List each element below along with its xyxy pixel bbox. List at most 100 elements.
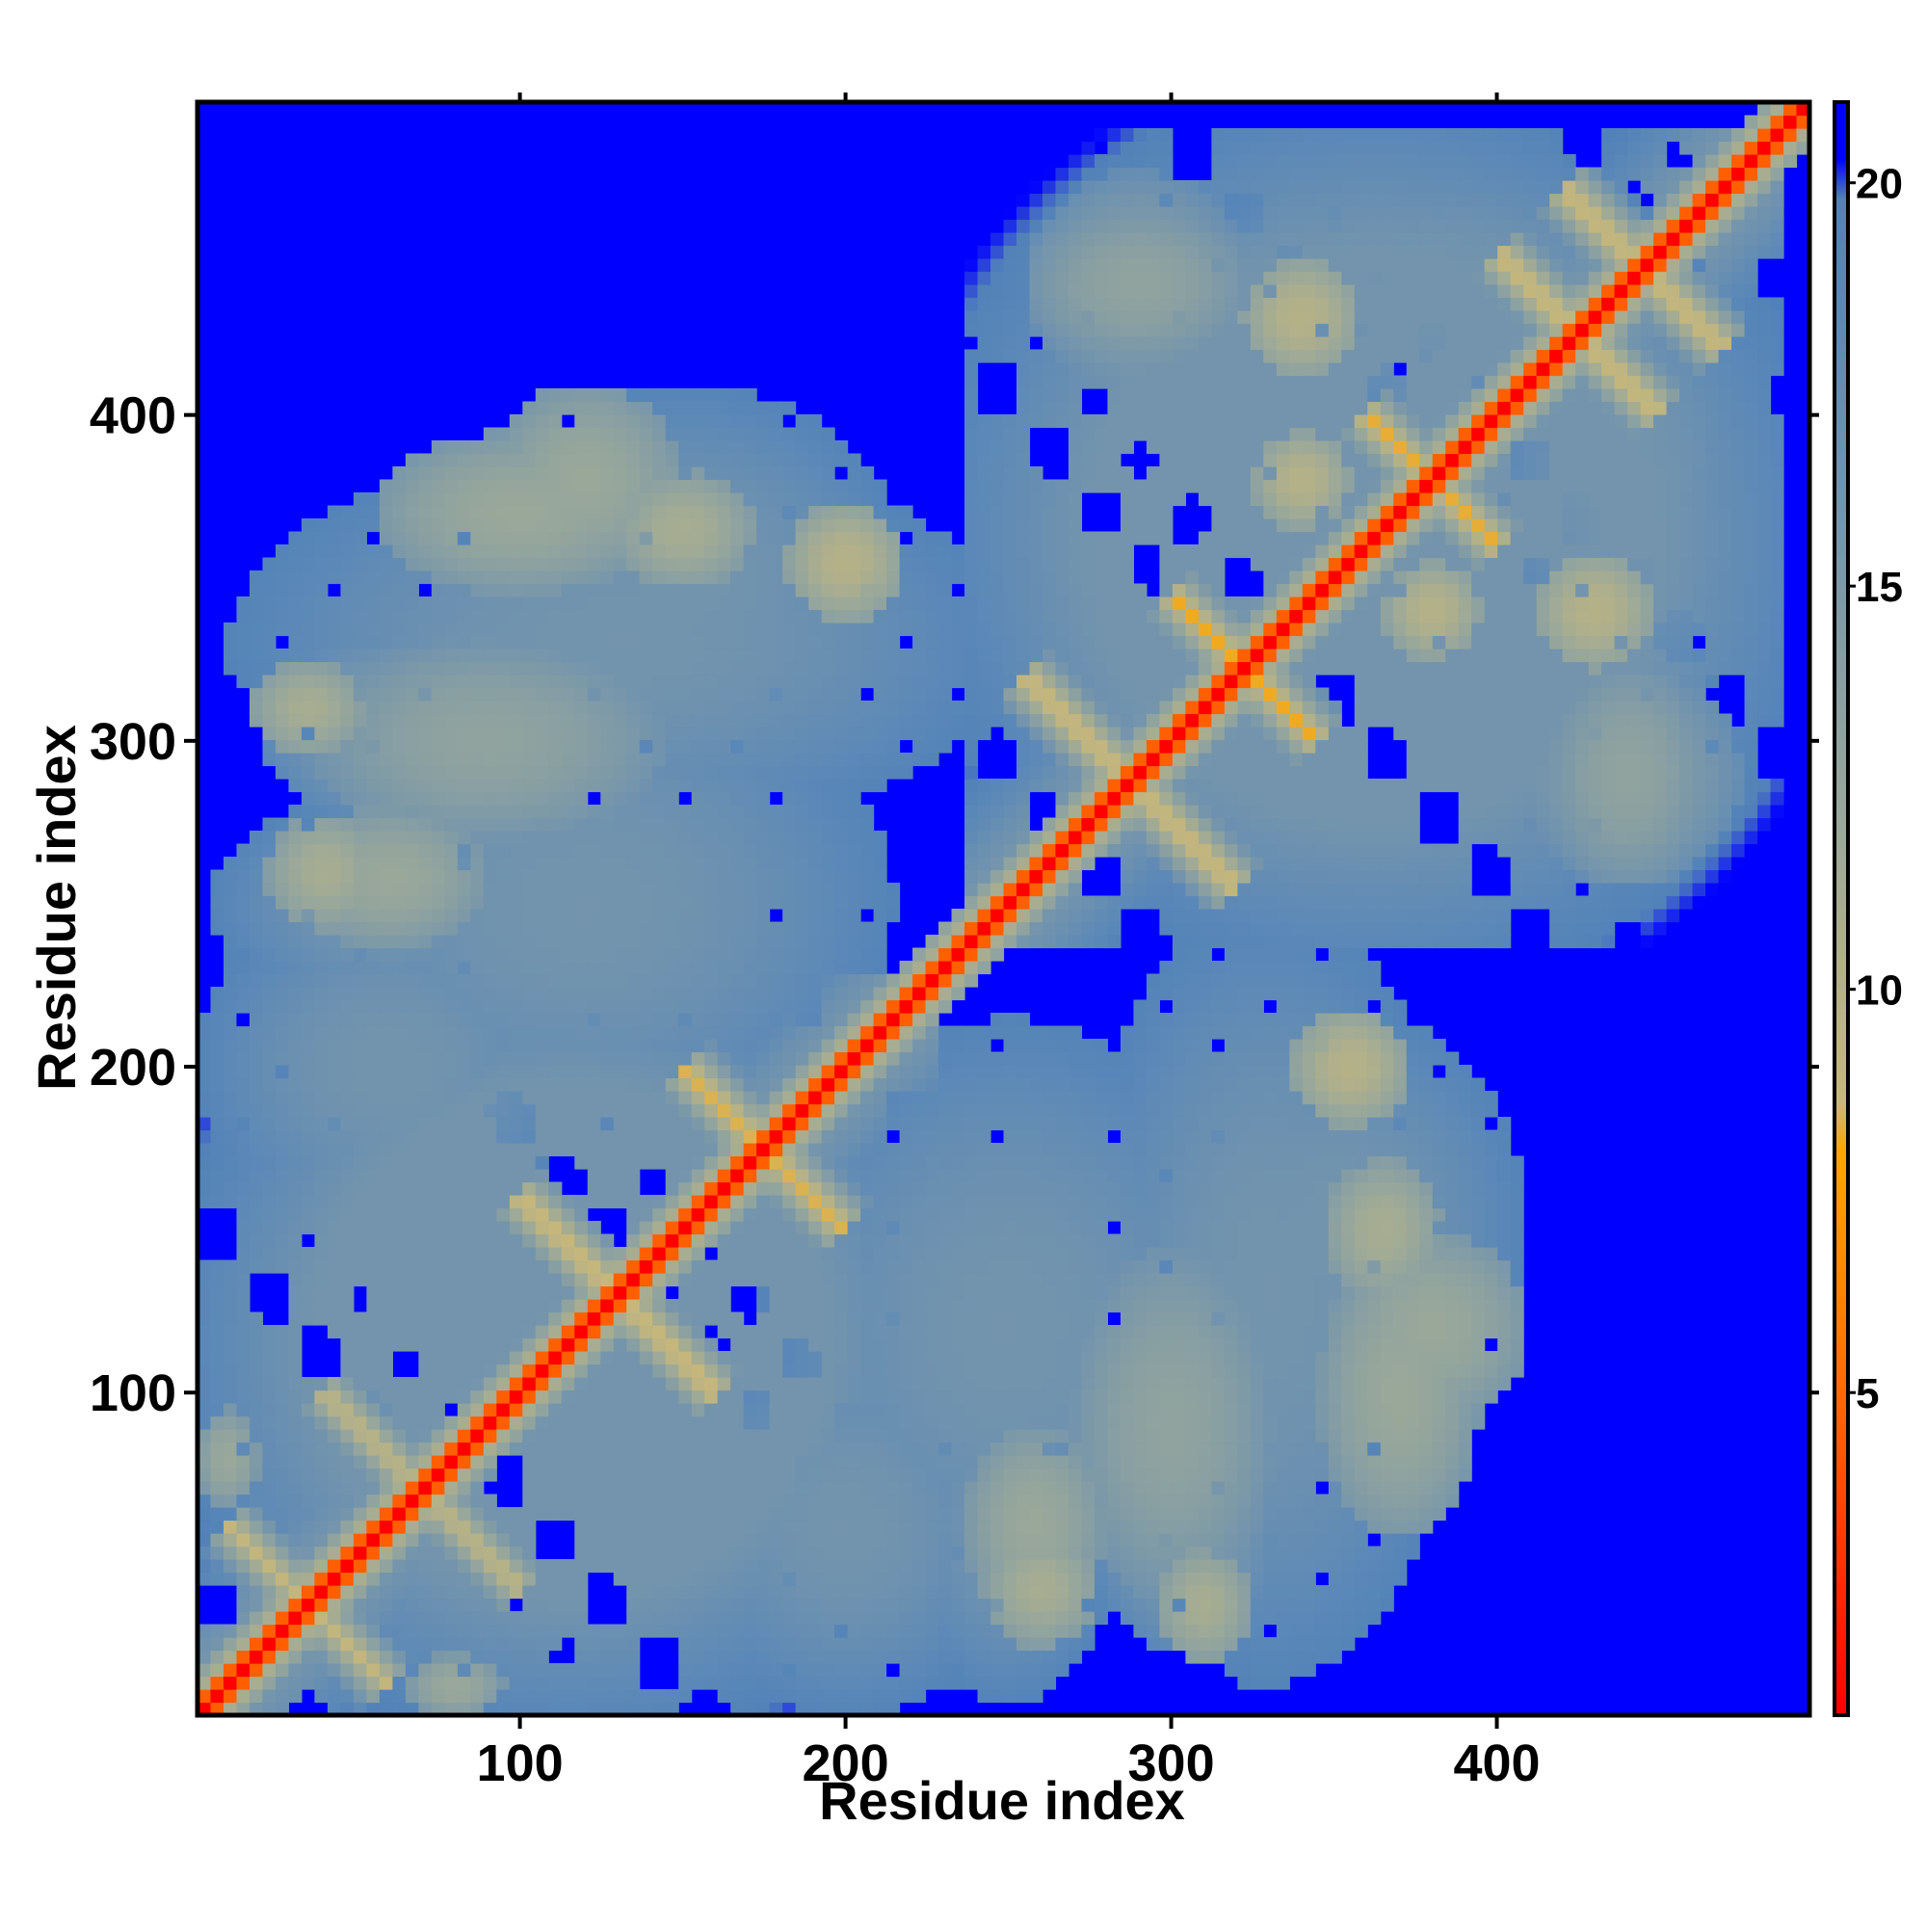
heatmap-cell bbox=[275, 1598, 290, 1612]
heatmap-cell bbox=[366, 1325, 381, 1339]
heatmap-cell bbox=[769, 687, 783, 701]
heatmap-cell bbox=[691, 466, 705, 481]
heatmap-cell bbox=[574, 1299, 589, 1313]
heatmap-cell bbox=[405, 466, 419, 481]
heatmap-cell bbox=[730, 1259, 745, 1274]
heatmap-cell bbox=[457, 1533, 471, 1548]
heatmap-cell bbox=[470, 1207, 485, 1222]
heatmap-cell bbox=[782, 1091, 797, 1105]
heatmap-cell bbox=[288, 1520, 303, 1534]
heatmap-cell bbox=[795, 1273, 809, 1287]
heatmap-cell bbox=[366, 935, 381, 949]
heatmap-cell bbox=[769, 544, 783, 559]
heatmap-cell bbox=[574, 727, 589, 741]
heatmap-cell bbox=[847, 1468, 861, 1482]
heatmap-cell bbox=[405, 805, 419, 819]
heatmap-cell bbox=[392, 1259, 407, 1274]
heatmap-cell bbox=[626, 843, 641, 858]
heatmap-cell bbox=[392, 765, 407, 780]
heatmap-cell bbox=[847, 1494, 861, 1508]
heatmap-cell bbox=[899, 1650, 913, 1664]
heatmap-cell bbox=[691, 1273, 705, 1287]
heatmap-cell bbox=[198, 1311, 212, 1326]
heatmap-cell bbox=[834, 883, 849, 897]
heatmap-cell bbox=[730, 1143, 745, 1157]
heatmap-cell bbox=[431, 1650, 445, 1664]
heatmap-cell bbox=[457, 1585, 471, 1600]
heatmap-cell bbox=[821, 1377, 835, 1391]
heatmap-cell bbox=[262, 1039, 277, 1053]
heatmap-cell bbox=[769, 570, 783, 585]
heatmap-cell bbox=[418, 1077, 433, 1092]
heatmap-cell bbox=[782, 1169, 797, 1183]
heatmap-cell bbox=[834, 1455, 849, 1469]
heatmap-cell bbox=[353, 1039, 367, 1053]
heatmap-cell bbox=[561, 1455, 575, 1469]
heatmap-cell bbox=[704, 921, 719, 936]
heatmap-cell bbox=[717, 1325, 731, 1339]
heatmap-cell bbox=[405, 583, 419, 597]
heatmap-cell bbox=[548, 1351, 563, 1365]
heatmap-cell bbox=[444, 1039, 459, 1053]
heatmap-cell bbox=[431, 713, 445, 728]
heatmap-cell bbox=[198, 1363, 212, 1378]
heatmap-cell bbox=[587, 414, 601, 429]
heatmap-cell bbox=[366, 1377, 381, 1391]
heatmap-cell bbox=[496, 1065, 511, 1079]
heatmap-cell bbox=[327, 1546, 342, 1560]
heatmap-cell bbox=[301, 1091, 316, 1105]
heatmap-cell bbox=[587, 739, 601, 754]
heatmap-cell bbox=[522, 1155, 537, 1170]
heatmap-cell bbox=[587, 1233, 601, 1248]
heatmap-cell bbox=[470, 1025, 485, 1040]
heatmap-cell bbox=[600, 1091, 615, 1105]
heatmap-cell bbox=[652, 935, 667, 949]
heatmap-cell bbox=[834, 1676, 849, 1690]
heatmap-cell bbox=[756, 765, 771, 780]
heatmap-cell bbox=[704, 791, 719, 806]
heatmap-cell bbox=[340, 753, 355, 767]
heatmap-cell bbox=[561, 857, 575, 871]
heatmap-cell bbox=[444, 1299, 459, 1313]
heatmap-cell bbox=[717, 1091, 731, 1105]
heatmap-cell bbox=[691, 869, 705, 884]
heatmap-cell bbox=[808, 1598, 823, 1612]
heatmap-cell bbox=[873, 999, 887, 1014]
heatmap-cell bbox=[210, 1337, 224, 1352]
heatmap-cell bbox=[704, 843, 719, 858]
heatmap-cell bbox=[288, 1129, 303, 1144]
heatmap-cell bbox=[652, 1585, 667, 1600]
heatmap-cell bbox=[470, 1637, 485, 1652]
heatmap-cell bbox=[340, 1546, 355, 1560]
heatmap-cell bbox=[483, 1065, 497, 1079]
heatmap-cell bbox=[808, 973, 823, 988]
heatmap-cell bbox=[756, 1389, 771, 1404]
heatmap-cell bbox=[301, 648, 316, 663]
heatmap-cell bbox=[743, 935, 757, 949]
heatmap-cell bbox=[275, 1455, 290, 1469]
heatmap-cell bbox=[483, 427, 497, 441]
heatmap-cell bbox=[717, 791, 731, 806]
heatmap-cell bbox=[431, 1507, 445, 1522]
heatmap-cell bbox=[418, 765, 433, 780]
heatmap-cell bbox=[392, 1598, 407, 1612]
heatmap-cell bbox=[444, 492, 459, 507]
heatmap-cell bbox=[860, 1117, 875, 1131]
heatmap-cell bbox=[210, 909, 224, 923]
heatmap-cell bbox=[509, 1091, 523, 1105]
heatmap-cell bbox=[678, 1039, 693, 1053]
heatmap-cell bbox=[743, 999, 757, 1014]
heatmap-cell bbox=[288, 701, 303, 715]
heatmap-cell bbox=[626, 1065, 641, 1079]
heatmap-cell bbox=[756, 1494, 771, 1508]
heatmap-cell bbox=[600, 1351, 615, 1365]
heatmap-cell bbox=[327, 1221, 342, 1235]
heatmap-cell bbox=[678, 999, 693, 1014]
heatmap-cell bbox=[275, 935, 290, 949]
heatmap-cell bbox=[548, 1091, 563, 1105]
heatmap-cell bbox=[418, 753, 433, 767]
heatmap-cell bbox=[288, 999, 303, 1014]
heatmap-cell bbox=[574, 401, 589, 415]
heatmap-cell bbox=[470, 1155, 485, 1170]
heatmap-cell bbox=[561, 661, 575, 675]
